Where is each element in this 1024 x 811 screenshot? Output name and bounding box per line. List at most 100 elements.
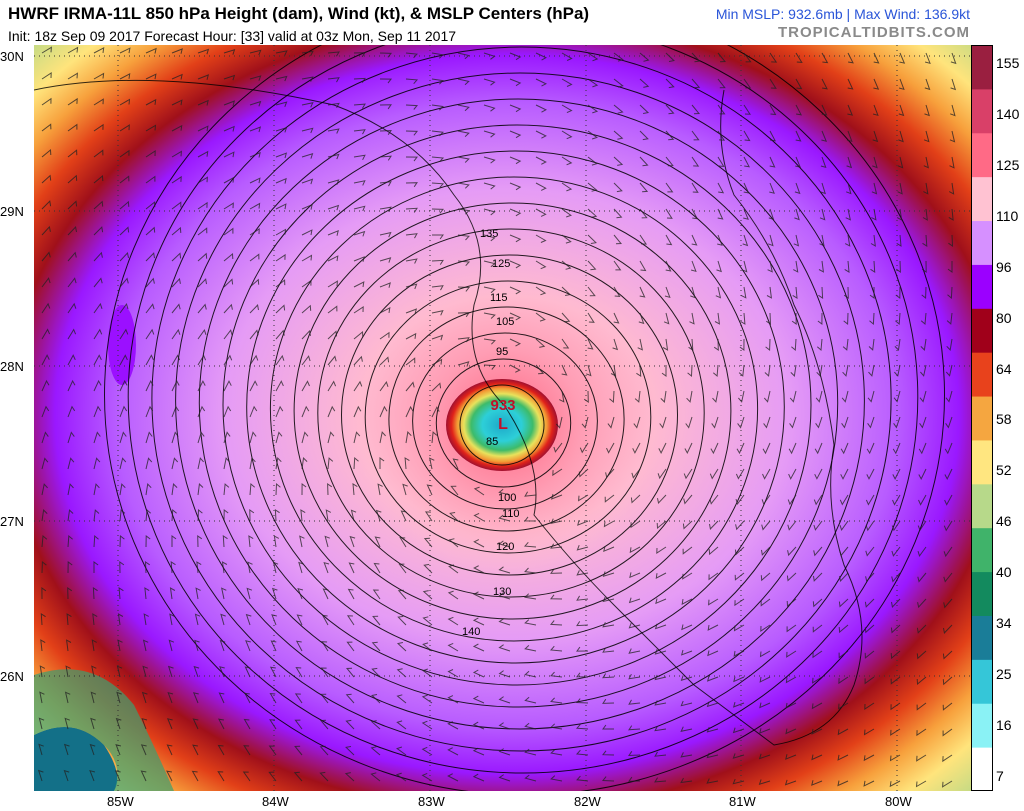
colorbar-segment [971,132,993,178]
wind-barb [561,78,573,87]
wind-barb [535,156,547,165]
wind-barb [405,233,418,239]
wind-barb [197,278,207,288]
wind-barb [345,667,355,678]
wind-barb [373,562,381,574]
wind-barb [639,52,650,62]
wind-barb [249,431,257,444]
wind-barb [294,693,303,704]
colorbar-segment [971,747,993,792]
wind-barb [327,305,338,314]
wind-barb [865,520,875,532]
wind-barb [924,52,931,65]
colorbar-segment [971,88,993,134]
wind-barb [249,126,262,133]
wind-barb [872,156,878,169]
wind-barb [472,617,485,626]
wind-barb [844,234,851,247]
wind-barb [898,104,905,117]
wind-barb [787,494,797,506]
wind-barb [629,572,641,579]
wind-barb [946,338,953,351]
lon-label-84w: 84W [262,794,289,809]
wind-barb [345,746,355,756]
wind-barb [346,615,355,626]
wind-barb [379,129,392,135]
wind-barb [769,156,776,168]
wind-barb [171,508,177,522]
wind-barb [223,100,236,107]
wind-barb [293,771,303,782]
wind-barb [319,745,329,756]
wind-barb [658,442,667,455]
wind-barb [431,78,444,85]
wind-barb [604,494,615,503]
wind-barb [871,208,877,221]
wind-barb [143,613,149,626]
wind-barb [67,328,77,340]
wind-barb [639,286,646,298]
wind-barb [41,200,52,210]
wind-barb [561,182,573,192]
contour-labels: 85 95 100 105 110 115 120 125 130 135 140 [462,228,520,638]
wind-barb [193,665,200,678]
wind-barb [498,592,511,600]
wind-barb [432,234,444,240]
lat-label-27n: 27N [0,514,24,529]
wind-barb [561,208,572,218]
wind-barb [372,615,381,626]
wind-barb [576,595,589,601]
wind-barb [743,182,750,194]
wind-barb [789,390,797,403]
wind-barb [171,124,183,132]
wind-barb [217,744,225,756]
wind-barb [197,380,206,392]
low-center-label: L [498,416,508,433]
wind-barb [759,728,771,734]
wind-barb [524,491,537,497]
wind-barb [761,546,771,556]
wind-barb [353,180,366,186]
wind-barb [550,671,563,678]
wind-barb [769,130,776,142]
lon-label-85w: 85W [107,794,134,809]
wind-barb [628,622,641,629]
wind-barb [923,130,930,143]
wind-barb [169,587,176,600]
wind-barb [717,156,725,167]
wind-barb [473,565,485,574]
wind-barb [353,154,366,161]
wind-barb [706,701,719,708]
wind-barb [431,310,444,316]
wind-barb [67,97,78,106]
wind-barb [524,619,537,626]
wind-barb [838,650,849,659]
wind-barb [949,130,956,143]
wind-barb [717,130,726,141]
wind-barb [379,381,389,392]
wind-barb [93,483,100,496]
wind-barb [353,129,366,135]
wind-barb [691,208,699,220]
wind-barb [812,598,823,608]
wind-barb [892,468,901,481]
wind-barb [733,650,745,657]
wind-barb [93,509,100,522]
wind-barb [762,442,771,455]
colorbar-label: 40 [996,564,1012,580]
wind-barb [737,416,745,429]
wind-barb [223,176,235,184]
wind-barb [576,775,589,782]
wind-barb [38,717,45,730]
wind-barb [684,442,693,455]
colorbar-label: 110 [996,208,1019,224]
wind-barb [712,390,719,403]
wind-barb [687,364,693,378]
wind-barb [524,774,537,782]
wind-barb [942,754,953,763]
chart-subtitle: Init: 18z Sep 09 2017 Forecast Hour: [33… [8,28,457,44]
wind-barb [301,254,313,262]
wind-barb [196,561,202,574]
wind-barb [561,338,570,349]
wind-barb [322,588,329,600]
